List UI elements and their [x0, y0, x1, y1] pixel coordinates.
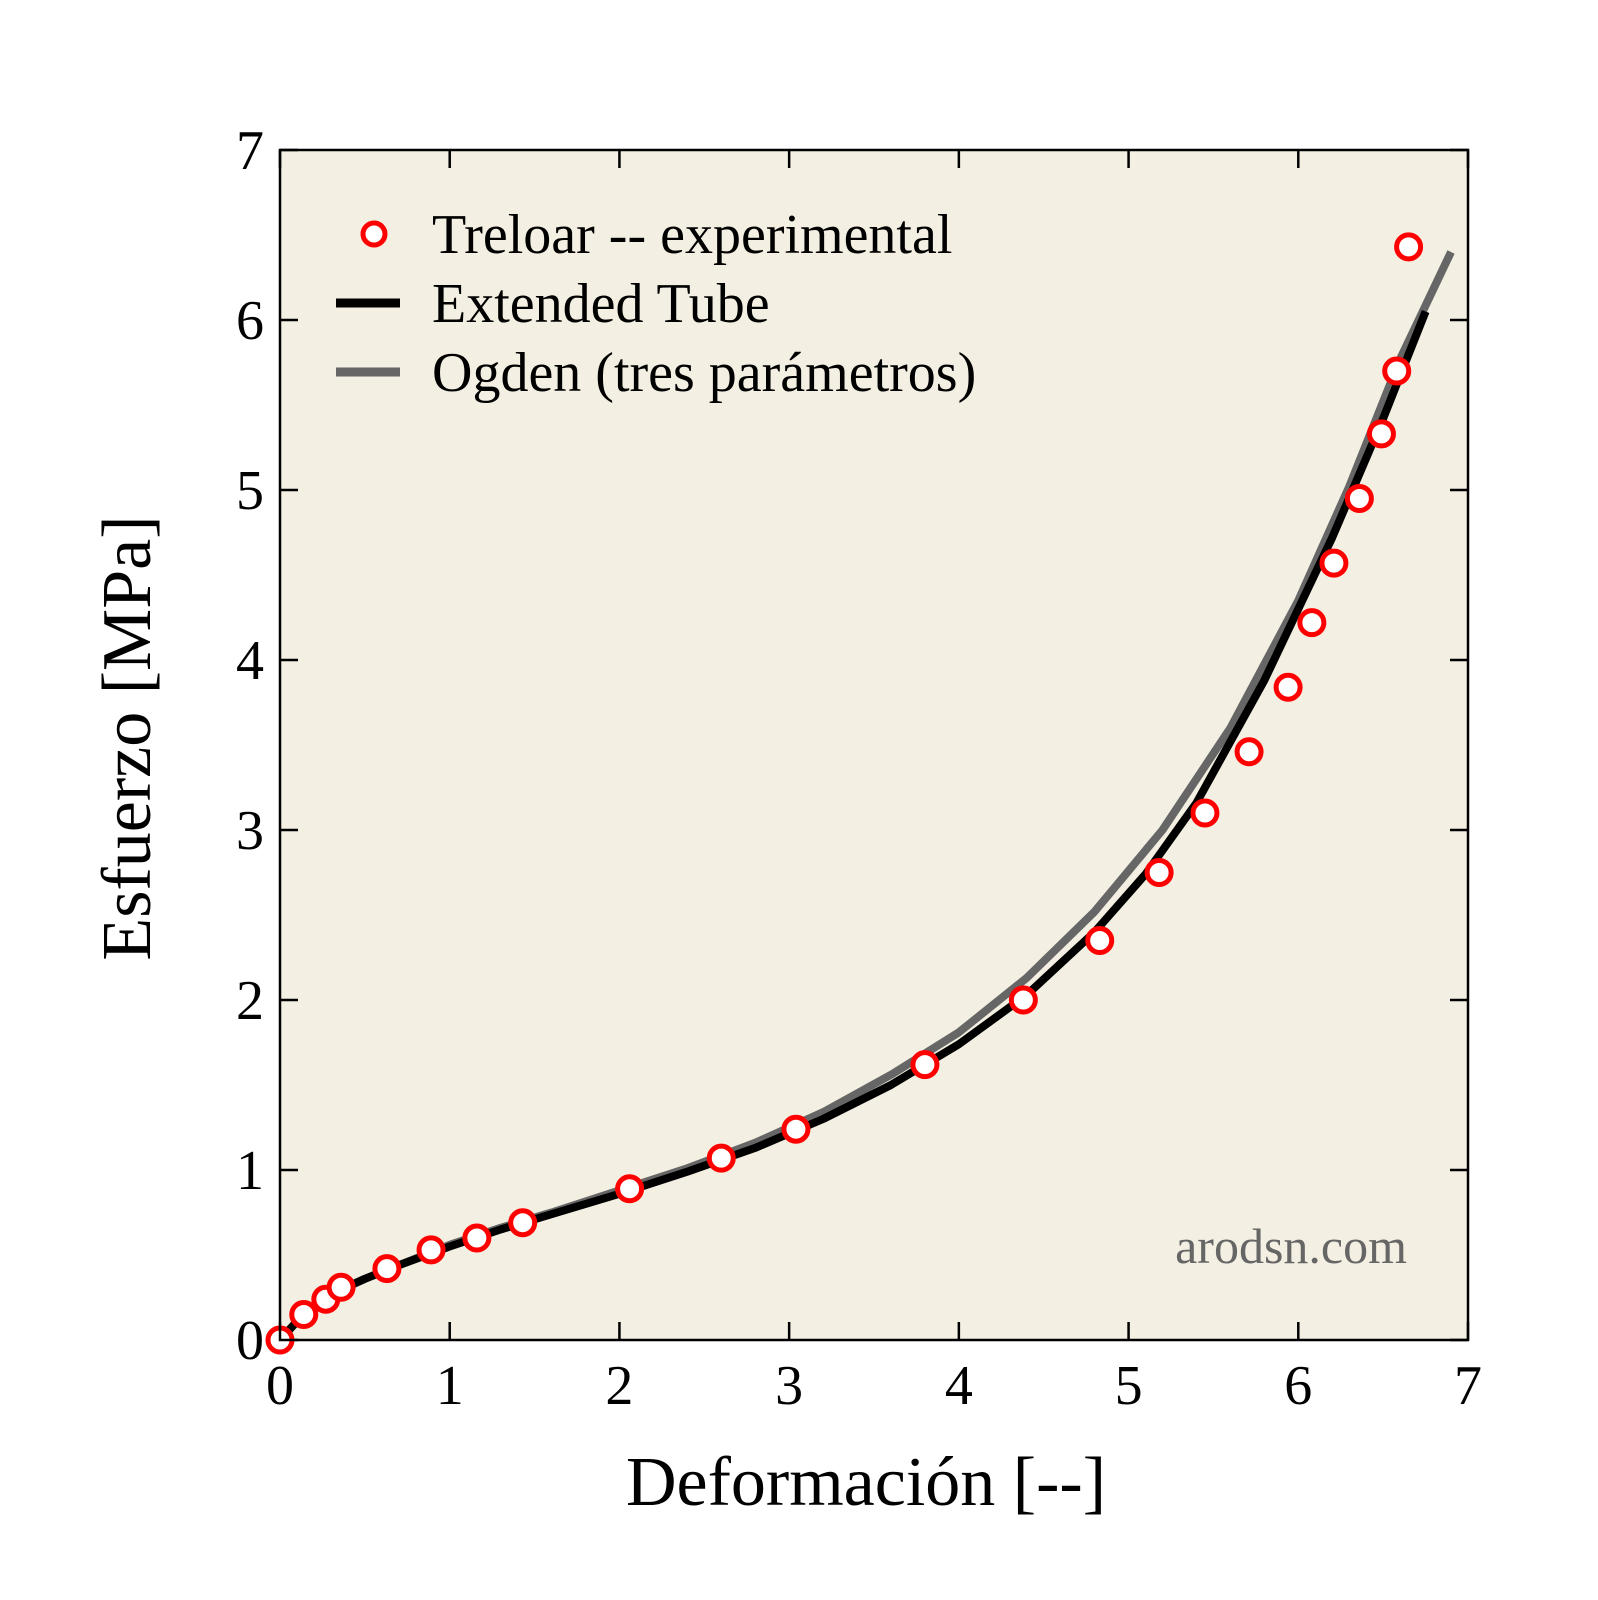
legend-label: Extended Tube — [432, 273, 770, 335]
watermark-text: arodsn.com — [1175, 1218, 1407, 1274]
x-tick-label: 0 — [266, 1355, 294, 1417]
data-point — [1366, 419, 1396, 449]
data-point — [1144, 858, 1174, 887]
y-tick-label: 3 — [236, 800, 264, 862]
x-tick-label: 1 — [436, 1355, 464, 1417]
data-point — [416, 1235, 446, 1265]
x-tick-label: 7 — [1454, 1355, 1482, 1417]
plot-background — [280, 150, 1468, 1340]
data-point — [326, 1272, 356, 1302]
x-tick-label: 2 — [605, 1355, 633, 1417]
y-tick-label: 0 — [236, 1310, 264, 1372]
data-point — [372, 1254, 402, 1284]
data-point — [1190, 798, 1220, 828]
data-point — [910, 1050, 940, 1080]
x-tick-label: 6 — [1284, 1355, 1312, 1417]
y-tick-label: 7 — [236, 120, 264, 182]
x-axis-title: Deformación [--] — [626, 1444, 1106, 1521]
data-point — [1085, 926, 1115, 955]
y-tick-label: 4 — [236, 630, 264, 692]
legend-label: Ogden (tres parámetros) — [432, 342, 976, 404]
data-point — [1273, 672, 1303, 702]
data-point — [508, 1208, 538, 1238]
series-points — [265, 232, 1424, 1355]
legend: Treloar -- experimental Extended Tube Ogde… — [336, 204, 976, 404]
data-point — [1008, 985, 1038, 1015]
data-point — [1382, 356, 1412, 386]
data-point — [1344, 484, 1374, 513]
x-tick-label: 5 — [1115, 1355, 1143, 1417]
y-tick-label: 2 — [236, 970, 264, 1032]
legend-label: Treloar -- experimental — [432, 204, 952, 266]
x-tick-label: 4 — [945, 1355, 973, 1417]
legend-marker — [360, 220, 388, 248]
y-tick-label: 1 — [236, 1140, 264, 1202]
data-point — [615, 1174, 645, 1204]
data-point — [1234, 737, 1264, 767]
tick-labels: 0 1 2 3 4 5 6 7 0 1 2 3 4 5 6 7 — [236, 120, 1482, 1417]
data-point — [1319, 548, 1349, 578]
data-point — [1394, 232, 1424, 262]
x-tick-label: 3 — [775, 1355, 803, 1417]
data-point — [781, 1114, 811, 1144]
plot-frame — [278, 148, 1470, 1342]
data-point — [1297, 608, 1327, 638]
data-point — [462, 1223, 492, 1253]
y-axis-title: Esfuerzo [MPa] — [89, 515, 166, 960]
data-point — [289, 1300, 319, 1329]
y-tick-label: 5 — [236, 460, 264, 522]
y-tick-label: 6 — [236, 290, 264, 352]
data-point — [706, 1143, 736, 1173]
